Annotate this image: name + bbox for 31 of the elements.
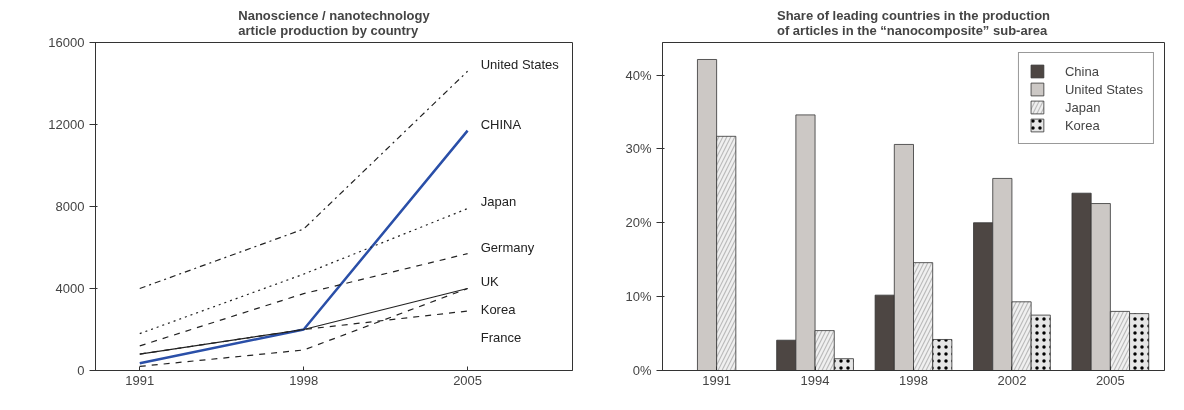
x-tick-label: 2002 (997, 372, 1027, 388)
series-label: CHINA (480, 116, 522, 132)
y-tick-label: 4000 (55, 281, 85, 296)
x-tick-label: 1998 (899, 372, 928, 388)
series-label: Germany (480, 239, 535, 255)
x-tick-label: 1991 (125, 372, 155, 388)
y-tick-label: 12000 (48, 117, 85, 132)
legend-label: Korea (1064, 117, 1100, 133)
chart-title: Share of leading countries in the production of articles in the “nanocomposite” sub-area (776, 7, 1051, 38)
series-label: France (480, 330, 522, 346)
x-tick-label: 2005 (1095, 372, 1125, 388)
y-tick-label: 40% (625, 67, 652, 83)
x-tick-label: 1998 (289, 372, 319, 388)
y-tick-label: 10% (625, 289, 652, 305)
y-tick-label: 20% (625, 215, 652, 231)
chart-title: Nanoscience / nanotechnology article production by country (238, 7, 431, 38)
legend-label: Japan (1064, 99, 1101, 115)
legend-label: United States (1064, 81, 1143, 97)
y-tick-label: 0% (632, 363, 652, 378)
series-label: UK (480, 274, 500, 290)
x-tick-label: 2005 (453, 372, 483, 388)
series-label: Japan (480, 194, 517, 210)
y-tick-label: 8000 (55, 199, 85, 214)
series-label: United States (480, 57, 560, 73)
series-label: Korea (480, 302, 517, 318)
y-tick-label: 0 (77, 363, 85, 378)
x-tick-label: 1994 (800, 372, 830, 388)
y-tick-label: 30% (625, 141, 652, 157)
x-tick-label: 1991 (702, 372, 732, 388)
y-tick-label: 16000 (48, 35, 85, 50)
legend-label: China (1064, 63, 1099, 79)
